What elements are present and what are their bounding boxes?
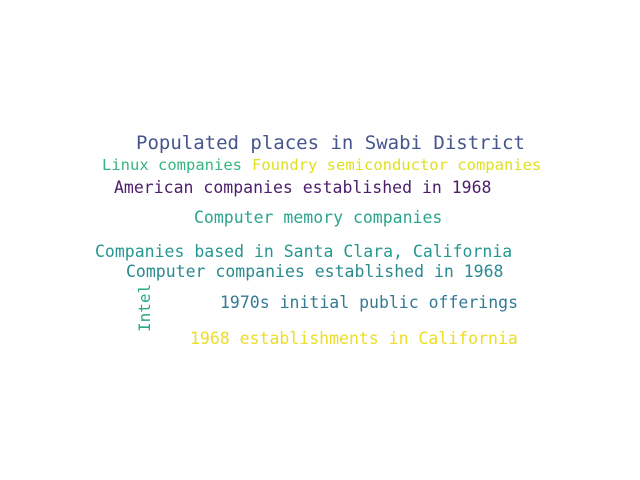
word-santa-clara: Companies based in Santa Clara, Californ… [95, 242, 513, 261]
word-computer-companies-1968: Computer companies established in 1968 [126, 262, 504, 281]
word-populated-places-swabi: Populated places in Swabi District [136, 132, 525, 154]
word-linux-companies: Linux companies [102, 156, 242, 174]
word-1968-establishments: 1968 establishments in California [190, 329, 518, 348]
word-foundry-semiconductor: Foundry semiconductor companies [252, 156, 542, 174]
word-american-companies-1968: American companies established in 1968 [114, 178, 492, 197]
word-computer-memory: Computer memory companies [194, 208, 443, 227]
word-1970s-ipo: 1970s initial public offerings [220, 293, 519, 312]
word-intel: Intel [135, 283, 154, 332]
